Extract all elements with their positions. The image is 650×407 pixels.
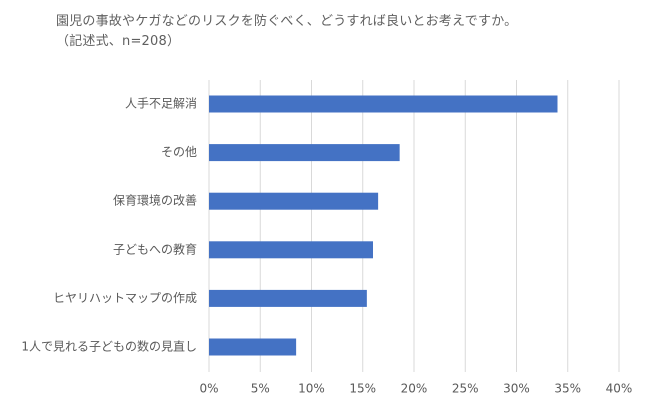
bar <box>209 338 297 356</box>
x-tick-label: 30% <box>503 382 530 396</box>
x-tick-label: 35% <box>554 382 581 396</box>
x-tick-label: 10% <box>298 382 325 396</box>
x-tick-label: 5% <box>251 382 270 396</box>
category-label: 保育環境の改善 <box>113 193 197 208</box>
category-label: 人手不足解消 <box>125 97 197 111</box>
x-tick-label: 25% <box>452 382 479 396</box>
bar <box>209 144 400 162</box>
bar <box>209 241 373 259</box>
x-tick-label: 20% <box>401 382 428 396</box>
x-tick-label: 0% <box>199 382 218 396</box>
x-tick-label: 40% <box>606 382 633 396</box>
bar <box>209 95 558 113</box>
category-label: ヒヤリハットマップの作成 <box>53 291 197 305</box>
x-tick-label: 15% <box>349 382 376 396</box>
category-label: その他 <box>161 145 197 159</box>
bar <box>209 192 379 210</box>
chart-subtitle: （記述式、n=208） <box>56 34 181 49</box>
category-label: 1人で見れる子どもの数の見直し <box>21 339 197 354</box>
chart-title-block: 園児の事故やケガなどのリスクを防ぐべく、どうすれば良いとお考えですか。 （記述式… <box>56 12 636 52</box>
chart-title: 園児の事故やケガなどのリスクを防ぐべく、どうすれば良いとお考えですか。 <box>56 14 518 29</box>
bar <box>209 289 367 307</box>
category-label: 子どもへの教育 <box>113 241 197 256</box>
